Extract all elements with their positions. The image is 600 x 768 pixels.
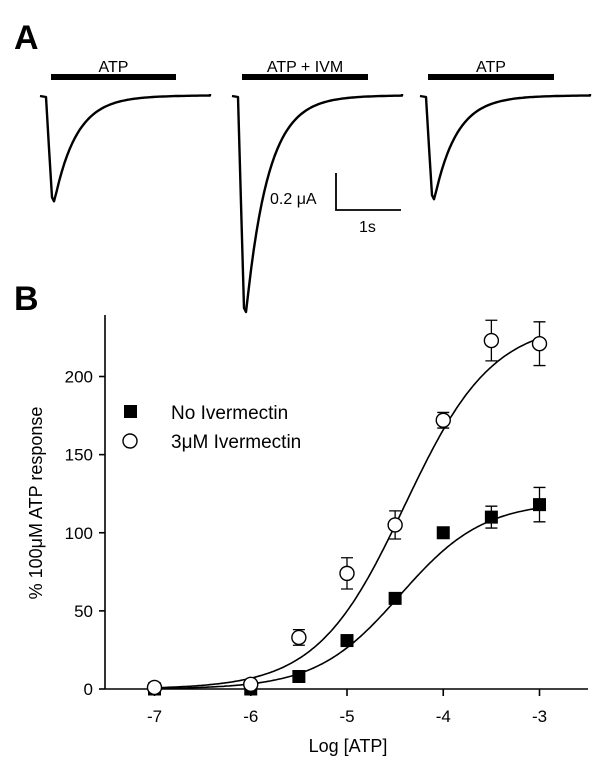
y-ticks: 0 50 100 150 200 xyxy=(65,368,105,699)
current-trace-2 xyxy=(231,94,404,314)
legend-marker-no-ivermectin xyxy=(124,405,137,418)
y-tick-label: 200 xyxy=(65,368,93,387)
fit-curve-2 xyxy=(154,337,540,689)
trace-panel-3: ATP xyxy=(419,59,592,201)
application-bar-label-1: ATP xyxy=(99,59,129,76)
legend-marker-ivermectin xyxy=(122,433,138,449)
point-ivermectin xyxy=(387,517,403,533)
point-ivermectin xyxy=(243,676,259,693)
panel-b-letter: B xyxy=(14,280,39,318)
point-no-ivermectin xyxy=(484,510,498,524)
x-tick-label: -6 xyxy=(243,707,258,726)
trace-panel-2: ATP + IVM xyxy=(231,59,404,314)
point-no-ivermectin xyxy=(292,670,306,683)
point-ivermectin xyxy=(483,332,500,349)
trace-panel-1: ATP xyxy=(39,59,212,203)
data-points xyxy=(146,319,548,696)
current-trace-3 xyxy=(419,94,592,201)
scale-amplitude-label: 0.2 μA xyxy=(270,191,317,208)
point-ivermectin xyxy=(531,335,548,352)
point-ivermectin xyxy=(339,565,355,582)
dose-response-chart: 0 50 100 150 200 -7 -6 -5 -4 -3 Log [ATP] % 100μ… xyxy=(26,315,588,756)
x-tick-label: -3 xyxy=(532,707,547,726)
application-bar-label-3: ATP xyxy=(476,59,506,76)
point-no-ivermectin xyxy=(436,526,450,540)
fit-curve-1 xyxy=(154,507,540,690)
legend-label-no-ivermectin: No Ivermectin xyxy=(171,403,288,424)
y-tick-label: 150 xyxy=(65,446,93,465)
point-no-ivermectin xyxy=(340,634,354,648)
scale-bar xyxy=(335,173,401,211)
x-axis-title: Log [ATP] xyxy=(309,736,388,756)
x-ticks: -7 -6 -5 -4 -3 xyxy=(147,689,547,726)
panel-a-letter: A xyxy=(14,19,39,57)
y-axis-title: % 100μM ATP response xyxy=(26,407,46,600)
x-tick-label: -7 xyxy=(147,707,162,726)
point-no-ivermectin xyxy=(388,591,402,605)
legend: No Ivermectin 3μM Ivermectin xyxy=(122,403,301,453)
panel-a: A ATP ATP + IVM ATP 0.2 μA 1s xyxy=(14,19,592,314)
x-tick-label: -5 xyxy=(339,707,354,726)
x-tick-label: -4 xyxy=(436,707,451,726)
y-tick-label: 0 xyxy=(84,680,93,699)
point-ivermectin xyxy=(291,629,307,646)
legend-label-ivermectin: 3μM Ivermectin xyxy=(171,432,301,453)
y-tick-label: 100 xyxy=(65,524,93,543)
panel-a-traces: ATP ATP + IVM ATP xyxy=(39,59,592,314)
point-ivermectin xyxy=(146,679,163,696)
y-tick-label: 50 xyxy=(74,602,93,621)
current-trace-1 xyxy=(39,94,212,203)
point-ivermectin xyxy=(435,412,451,428)
scale-time-label: 1s xyxy=(359,219,376,236)
panel-b: B 0 50 100 150 200 -7 -6 -5 -4 -3 Log [ATP] % 10… xyxy=(14,280,588,756)
fit-curves xyxy=(154,337,540,690)
application-bar-label-2: ATP + IVM xyxy=(267,59,343,76)
point-no-ivermectin xyxy=(533,498,546,512)
